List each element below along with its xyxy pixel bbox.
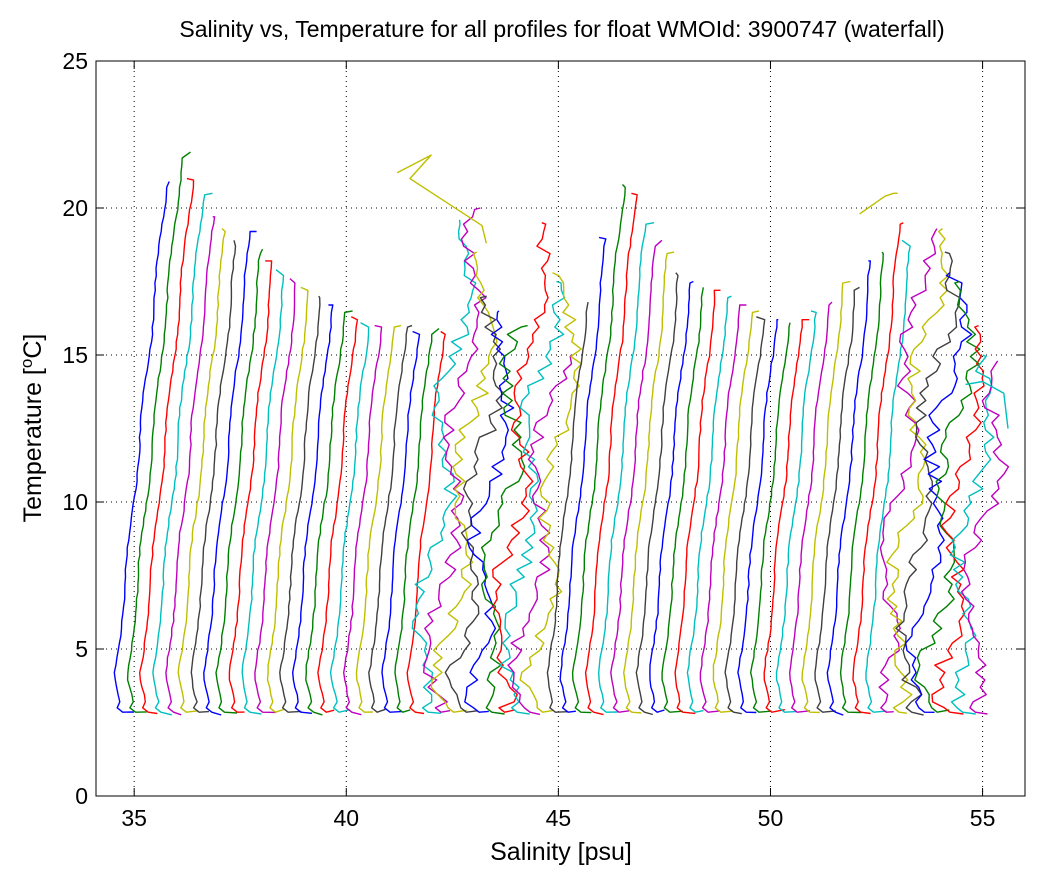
profile-line bbox=[241, 269, 285, 715]
profile-line bbox=[699, 304, 747, 713]
chart-title: Salinity vs, Temperature for all profile… bbox=[179, 16, 944, 42]
profile-line bbox=[411, 219, 477, 714]
profile-line bbox=[826, 260, 871, 716]
profile-line bbox=[712, 310, 760, 713]
profile-line bbox=[464, 310, 515, 713]
profile-line bbox=[949, 354, 995, 715]
profile-line bbox=[865, 239, 911, 713]
profile-line bbox=[961, 360, 1010, 715]
profile-line bbox=[886, 228, 950, 714]
profile-line bbox=[895, 251, 961, 716]
y-tick-label: 25 bbox=[62, 48, 88, 74]
profile-line bbox=[266, 286, 309, 713]
y-axis-label-sup: o bbox=[17, 359, 36, 368]
profile-line bbox=[215, 248, 264, 714]
profile-line bbox=[750, 322, 791, 713]
profile-line bbox=[317, 316, 359, 713]
profile-line bbox=[737, 319, 779, 714]
profile-line bbox=[584, 192, 638, 716]
profile-line bbox=[406, 330, 446, 715]
profile-line bbox=[507, 354, 573, 716]
profile-line bbox=[814, 286, 860, 713]
profile-line bbox=[519, 272, 583, 713]
profile-line bbox=[394, 327, 440, 713]
profile-line bbox=[444, 295, 505, 713]
profile-line bbox=[674, 289, 721, 715]
profile-line bbox=[279, 295, 321, 713]
profile-line bbox=[724, 316, 766, 715]
profile-line bbox=[329, 322, 370, 713]
grid-lines bbox=[96, 61, 1025, 796]
profile-line bbox=[177, 228, 226, 713]
profile-line bbox=[610, 239, 663, 713]
profile-line bbox=[571, 184, 626, 714]
profile-line bbox=[355, 324, 402, 713]
profile-segment bbox=[859, 192, 898, 215]
profile-line bbox=[789, 301, 833, 713]
profile-line bbox=[254, 278, 296, 714]
plot-area bbox=[113, 151, 1010, 716]
profile-line bbox=[113, 181, 170, 713]
profile-line bbox=[368, 324, 413, 713]
profile-line bbox=[228, 260, 273, 713]
profile-line bbox=[203, 230, 257, 716]
x-tick-label: 50 bbox=[758, 805, 784, 831]
profile-line bbox=[649, 280, 694, 713]
profile-line bbox=[914, 280, 981, 713]
profile-line bbox=[292, 304, 334, 714]
profile-line bbox=[492, 222, 551, 713]
ticks: 35 40 45 50 55 0 5 10 15 20 25 bbox=[62, 48, 1025, 831]
profile-line bbox=[686, 295, 732, 713]
profile-line bbox=[801, 280, 851, 714]
profile-line bbox=[152, 192, 213, 716]
x-tick-label: 45 bbox=[546, 805, 572, 831]
profile-line bbox=[598, 222, 655, 713]
profile-line bbox=[931, 324, 985, 715]
x-axis-label: Salinity [psu] bbox=[490, 838, 632, 866]
y-tick-label: 5 bbox=[75, 636, 88, 662]
profile-segment bbox=[965, 380, 1009, 429]
y-tick-label: 15 bbox=[62, 342, 88, 368]
profile-line bbox=[343, 324, 383, 716]
axes-box bbox=[95, 60, 1026, 797]
profile-line bbox=[190, 240, 237, 713]
profile-line bbox=[423, 207, 487, 713]
profile-line bbox=[635, 272, 679, 716]
profile-line bbox=[559, 236, 607, 713]
profile-line bbox=[139, 177, 195, 715]
profile-line bbox=[126, 151, 191, 713]
profile-line bbox=[839, 251, 884, 714]
x-tick-label: 55 bbox=[970, 805, 996, 831]
x-tick-label: 35 bbox=[121, 805, 147, 831]
y-axis-label: Temperature [oC] bbox=[17, 334, 47, 523]
y-tick-label: 0 bbox=[75, 783, 88, 809]
profile-line bbox=[775, 310, 817, 713]
profile-line bbox=[546, 301, 589, 713]
profile-line bbox=[480, 324, 528, 715]
profile-line bbox=[165, 216, 216, 716]
y-axis-label-main: Temperature [ bbox=[19, 368, 47, 522]
profile-line bbox=[623, 251, 675, 714]
profile-line bbox=[661, 287, 704, 713]
profile-line bbox=[878, 228, 938, 713]
profile-line bbox=[763, 319, 810, 713]
y-tick-label: 20 bbox=[62, 195, 88, 221]
y-axis-label-tail: C] bbox=[19, 334, 47, 359]
y-tick-label: 10 bbox=[62, 489, 88, 515]
profile-line bbox=[381, 330, 421, 713]
profile-line bbox=[305, 310, 353, 716]
profile-line bbox=[498, 280, 566, 715]
profile-segment bbox=[396, 154, 487, 244]
profile-line bbox=[430, 251, 498, 713]
x-tick-label: 40 bbox=[333, 805, 359, 831]
profile-line bbox=[852, 222, 904, 715]
